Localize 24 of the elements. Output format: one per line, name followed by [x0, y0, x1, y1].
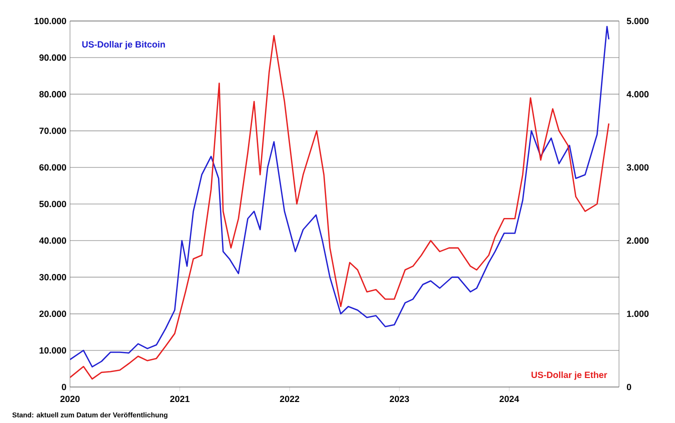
- y-tick-label: 20.000: [39, 310, 66, 317]
- y2-tick-label: 4.000: [626, 91, 649, 98]
- x-tick-label: 2022: [280, 396, 300, 402]
- y2-tick-label: 5.000: [626, 18, 649, 24]
- y-tick-label: 60.000: [39, 164, 66, 171]
- y-tick-label: 90.000: [39, 54, 66, 61]
- y-tick-label: 30.000: [39, 274, 66, 280]
- y-tick-label: 0: [62, 384, 66, 390]
- text: US-Dollar je Bitcoin: [82, 40, 165, 50]
- x-tick-label: 2024: [500, 396, 520, 402]
- y-tick-label: 40.000: [39, 237, 66, 244]
- y2-tick-label: 2.000: [626, 237, 649, 244]
- y-tick-label: 50.000: [39, 200, 66, 208]
- y-tick-label: 10.000: [40, 347, 66, 354]
- y-tick-label: 100.000: [34, 18, 66, 24]
- y-tick-label: 70.000: [39, 128, 66, 134]
- x-tick-label: 2023: [390, 396, 410, 402]
- y2-tick-label: 1.000: [627, 310, 649, 317]
- text: US-Dollar je Ether: [532, 371, 608, 380]
- y2-tick-label: 0: [626, 384, 632, 390]
- y2-tick-label: 3.000: [626, 164, 649, 171]
- x-tick-label: 2020: [60, 396, 80, 402]
- y-tick-label: 80.000: [39, 91, 66, 98]
- x-tick-label: 2021: [170, 396, 190, 402]
